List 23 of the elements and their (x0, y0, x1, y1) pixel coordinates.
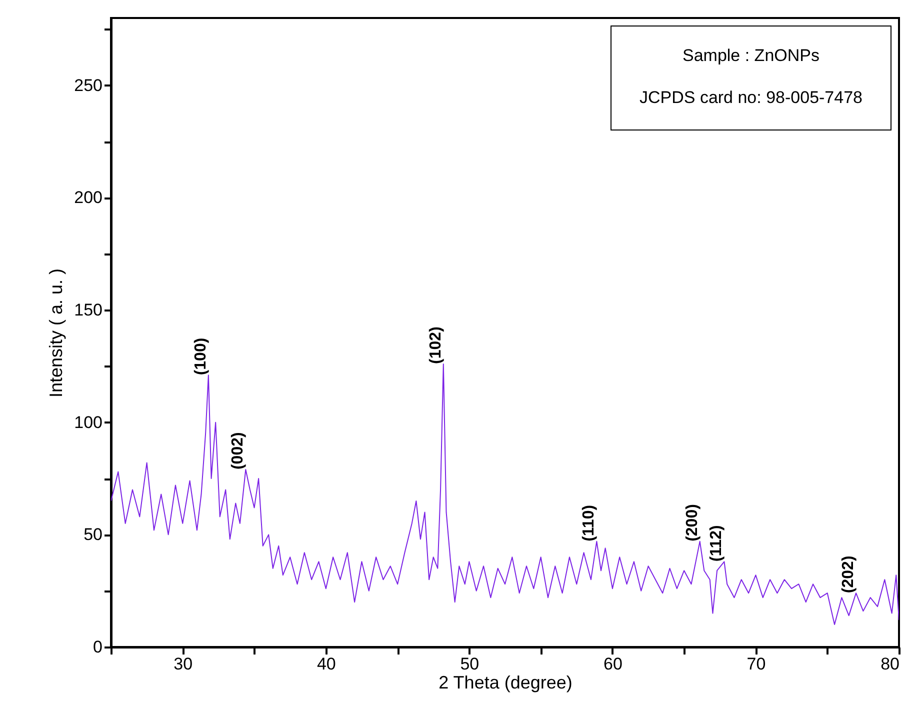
x-axis-title: 2 Theta (degree) (438, 672, 572, 692)
annotation: (002) (230, 432, 247, 470)
x-tick-label: 80 (880, 654, 900, 674)
annotation: (200) (684, 504, 701, 542)
annotation: (100) (192, 338, 210, 376)
annotation: (102) (427, 326, 444, 364)
annotation: (110) (580, 504, 598, 542)
annotation: (202) (840, 556, 858, 594)
y-tick-label: 150 (74, 300, 102, 320)
y-tick-label: 100 (74, 412, 102, 432)
x-tick-label: 40 (316, 654, 336, 674)
y-tick-label: 50 (84, 525, 102, 544)
x-tick-label: 30 (174, 654, 193, 674)
annotation: JCPDS card no: 98-005-7478 (639, 88, 863, 107)
x-tick-label: 70 (746, 654, 766, 674)
y-tick-label: 200 (74, 188, 102, 208)
x-tick-label: 60 (603, 654, 622, 674)
annotation: (112) (708, 525, 726, 562)
y-tick-label: 250 (74, 76, 102, 95)
y-axis-title: Intensity ( a. u. ) (46, 268, 66, 398)
x-tick-label: 50 (460, 654, 480, 674)
annotation: Sample : ZnONPs (682, 46, 820, 65)
y-tick-label: 0 (93, 638, 102, 656)
